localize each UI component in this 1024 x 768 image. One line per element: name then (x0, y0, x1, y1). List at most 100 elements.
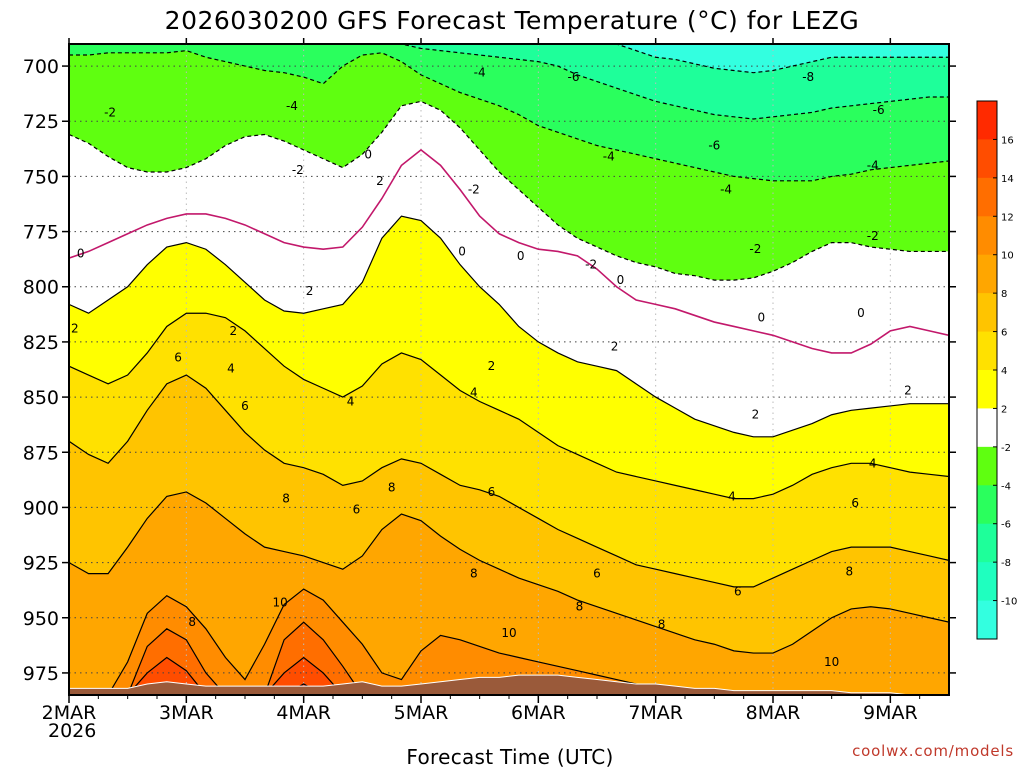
contour-label: 0 (857, 306, 865, 320)
contour-label: -2 (585, 258, 597, 272)
temperature-fill-layer (69, 44, 949, 695)
colorbar-label: 10 (1001, 251, 1014, 262)
contour-label: -6 (873, 103, 885, 117)
isotherm-lines (69, 44, 949, 695)
colorbar-bin (977, 293, 997, 333)
y-tick-label: 975 (23, 663, 59, 685)
x-tick-label: 8MAR (746, 702, 801, 724)
contour-label: 2 (488, 359, 496, 373)
isotherm-line--8 (69, 44, 949, 74)
contour-label: 6 (488, 485, 496, 499)
dotted-grid (69, 44, 949, 695)
contour-label: 6 (353, 503, 361, 517)
y-tick-label: 825 (23, 332, 59, 354)
isotherm-line-8 (69, 491, 949, 654)
x-tick-label: 7MAR (628, 702, 683, 724)
chart-title: 2026030200 GFS Forecast Temperature (°C)… (165, 6, 860, 35)
contour-label: 0 (617, 273, 625, 287)
colorbar-bin (977, 485, 997, 525)
contour-label: -4 (603, 150, 615, 164)
colorbar-label: 6 (1001, 328, 1007, 339)
contour-label: 4 (470, 386, 478, 400)
colorbar-label: -6 (1001, 520, 1011, 531)
colorbar-bin (977, 254, 997, 294)
x-tick-label: 5MAR (394, 702, 449, 724)
colorbar-bin (977, 370, 997, 409)
isotherm-line-10 (69, 588, 949, 695)
colorbar-label: -8 (1001, 558, 1011, 569)
x-tick-label: 6MAR (511, 702, 566, 724)
colorbar-label: 16 (1001, 135, 1014, 146)
contour-label: 6 (734, 584, 742, 598)
contour-label: -8 (802, 70, 814, 84)
y-tick-label: 775 (23, 222, 59, 244)
y-tick-label: 950 (23, 608, 59, 630)
x-axis-label: Forecast Time (UTC) (406, 745, 613, 768)
contour-label: 4 (728, 489, 736, 503)
x-tick-label: 9MAR (863, 702, 918, 724)
contour-label: 0 (77, 247, 85, 261)
contour-label: 8 (845, 564, 853, 578)
contour-label: -6 (568, 70, 580, 84)
contour-label: 8 (388, 481, 396, 495)
colorbar-bin (977, 177, 997, 217)
contour-label: 8 (658, 617, 666, 631)
y-tick-label: 700 (23, 56, 59, 78)
isotherm-line--2 (69, 100, 949, 281)
contour-label: 2 (229, 324, 237, 338)
isotherm-line-12 (69, 621, 949, 695)
y-tick-label: 900 (23, 497, 59, 519)
contour-label: -2 (292, 163, 304, 177)
contour-label: 0 (757, 311, 765, 325)
contour-label: 6 (851, 496, 859, 510)
contour-label: 6 (241, 399, 249, 413)
colorbar-label: -10 (1001, 597, 1017, 608)
contour-label: 2 (306, 284, 314, 298)
colorbar-bin (977, 408, 997, 448)
contour-label: -2 (104, 105, 116, 119)
contour-label: 10 (824, 655, 839, 669)
contour-label: 2 (71, 322, 79, 336)
isotherm-line--6 (69, 44, 949, 120)
colorbar-bin (977, 562, 997, 602)
contour-label: 8 (188, 615, 196, 629)
contour-label: 6 (593, 567, 601, 581)
isotherm-line-4 (69, 312, 949, 500)
contour-label: -4 (474, 66, 486, 80)
y-tick-label: 750 (23, 166, 59, 188)
contour-label: 4 (227, 361, 235, 375)
colorbar-label: 2 (1001, 404, 1007, 415)
y-tick-label: 725 (23, 111, 59, 133)
terrain (69, 674, 949, 695)
colorbar-label: 8 (1001, 289, 1007, 300)
contour-label: 4 (347, 394, 355, 408)
x-axis: 2MAR 3MAR 4MAR 5MAR 6MAR 7MAR 8MAR 9MAR (42, 38, 921, 724)
isotherm-line-6 (69, 374, 949, 588)
colorbar-bin (977, 600, 997, 640)
colorbar-label: -2 (1001, 443, 1011, 454)
contour-label: 8 (470, 567, 478, 581)
terrain-surface (69, 674, 949, 695)
colorbar-bin (977, 216, 997, 256)
x-tick-label: 3MAR (159, 702, 214, 724)
y-tick-label: 800 (23, 277, 59, 299)
contour-label: 10 (501, 626, 516, 640)
colorbar-bin (977, 331, 997, 371)
contour-label: -4 (286, 99, 298, 113)
isotherm-line--4 (69, 50, 949, 182)
colorbar-bin (977, 523, 997, 563)
contour-label: -2 (749, 242, 761, 256)
contour-label: 2 (904, 383, 912, 397)
contour-label: 2 (611, 339, 619, 353)
contour-label: 8 (282, 492, 290, 506)
contour-label: -2 (468, 183, 480, 197)
contour-label: 2 (752, 408, 760, 422)
contour-label: 0 (364, 147, 372, 161)
colorbar-label: 4 (1001, 366, 1007, 377)
contour-label: 0 (517, 249, 525, 263)
colorbar-label: -4 (1001, 481, 1011, 492)
x-tick-label: 2MAR (42, 702, 97, 724)
